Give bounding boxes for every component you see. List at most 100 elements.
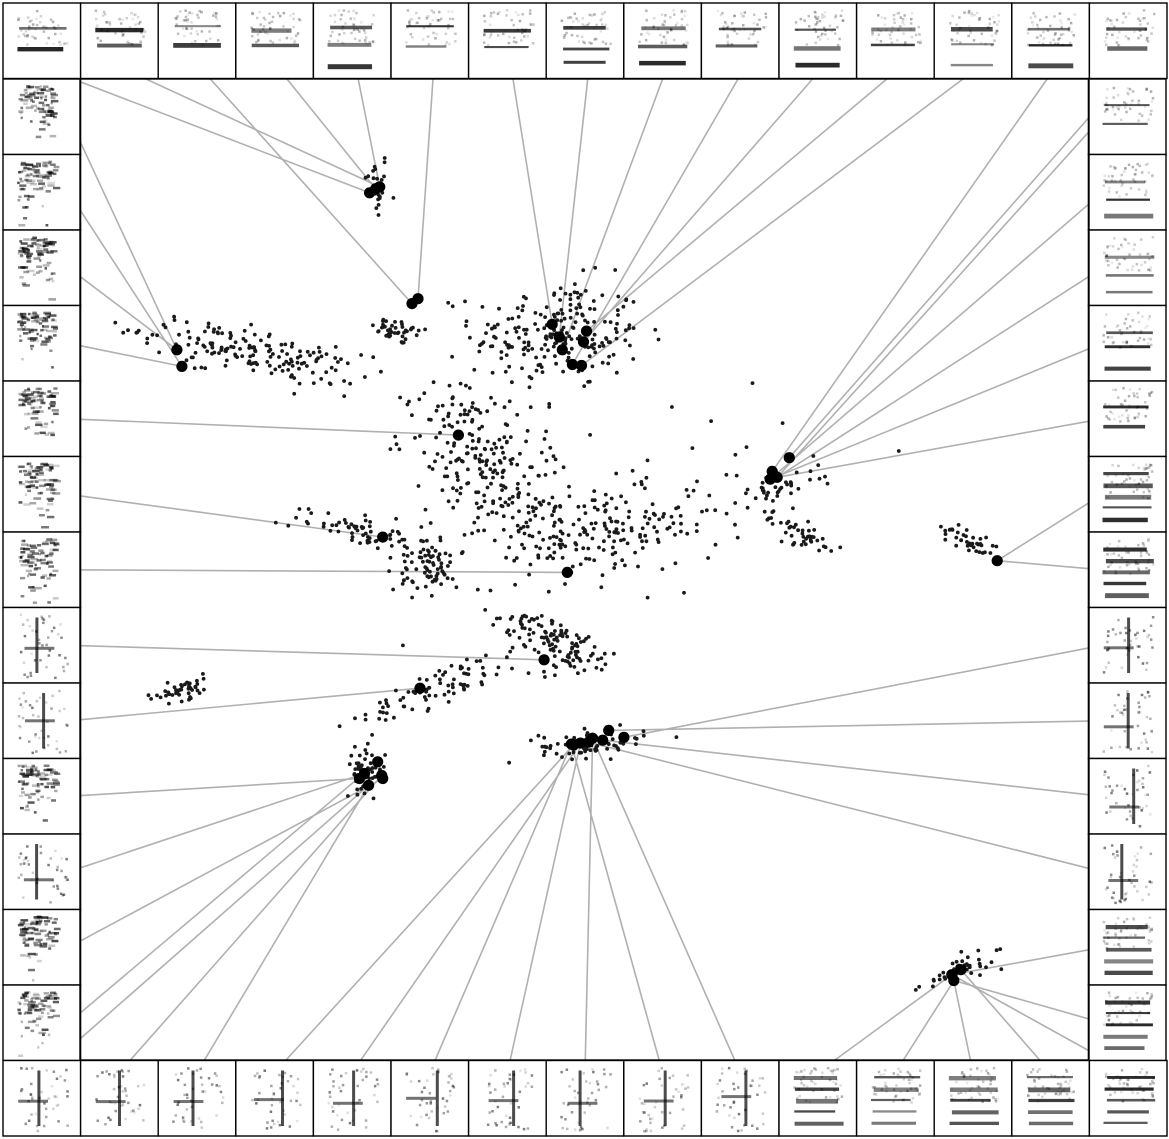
spectrogram-speckle <box>1128 997 1131 1001</box>
spectrogram-speckle <box>355 11 358 15</box>
spectrogram-speckle <box>1138 387 1141 391</box>
spectrogram-speckle <box>1149 266 1153 269</box>
spectrogram-speckle <box>44 241 52 244</box>
scatter-point <box>163 689 168 693</box>
scatter-point <box>187 335 192 340</box>
spectrogram-speckle <box>447 23 450 27</box>
scatter-point <box>652 525 657 530</box>
spectrogram-speckle <box>1133 173 1136 176</box>
spectrogram-speckle <box>23 89 28 92</box>
spectrogram-speckle <box>1136 927 1139 930</box>
spectrogram-speckle <box>20 547 26 550</box>
leader-line <box>894 969 962 1073</box>
spectrogram-speckle <box>799 1078 803 1082</box>
spectrogram-speckle <box>492 11 496 14</box>
scatter-point <box>766 490 770 495</box>
spectrogram-speckle <box>1149 337 1153 341</box>
spectrogram-speckle <box>38 478 46 482</box>
spectrogram-speckle <box>1143 468 1146 471</box>
spectrogram-speckle <box>36 88 39 92</box>
spectrogram-speckle <box>1131 1011 1134 1014</box>
spectrogram-speckle <box>661 23 664 26</box>
spectrogram-speckle <box>27 462 32 465</box>
thumbnail-background <box>1088 154 1166 230</box>
spectrogram-speckle <box>1125 792 1129 795</box>
scatter-point <box>370 733 374 737</box>
spectrogram-speckle <box>645 31 649 34</box>
scatter-point <box>631 357 636 361</box>
scatter-point <box>779 520 783 525</box>
scatter-point <box>562 316 567 321</box>
spectrogram-speckle <box>1135 1019 1138 1022</box>
spectrogram-speckle <box>1147 1011 1150 1015</box>
scatter-point <box>977 957 981 962</box>
spectrogram-speckle <box>488 1082 491 1086</box>
scatter-point <box>393 320 397 324</box>
spectrogram-speckle <box>1127 37 1131 41</box>
scatter-point <box>587 557 592 561</box>
spectrogram-speckle <box>22 315 27 318</box>
spectrogram-speckle <box>597 1088 600 1092</box>
spectrogram-speckle <box>37 921 42 924</box>
scatter-point <box>465 444 470 449</box>
scatter-point <box>546 546 551 551</box>
spectrogram-speckle <box>28 97 33 100</box>
scatter-point <box>206 325 211 329</box>
spectrogram-speckle <box>609 1073 612 1076</box>
spectrogram-speckle <box>1119 1021 1122 1025</box>
scatter-point <box>485 485 490 490</box>
scatter-point <box>527 481 531 486</box>
spectrogram-speckle <box>487 43 490 47</box>
spectrogram-thumbnail <box>700 1059 780 1137</box>
scatter-point <box>661 515 665 519</box>
scatter-point <box>403 337 408 342</box>
spectrogram-band <box>1105 1000 1151 1005</box>
spectrogram-speckle <box>1115 106 1119 109</box>
spectrogram-speckle <box>1115 191 1118 194</box>
spectrogram-speckle <box>1103 846 1106 850</box>
spectrogram-speckle <box>50 769 57 772</box>
scatter-point <box>386 704 390 708</box>
scatter-point <box>753 496 758 501</box>
spectrogram-speckle <box>1149 717 1152 720</box>
spectrogram-speckle <box>561 1126 564 1130</box>
scatter-point <box>593 265 598 270</box>
spectrogram-speckle <box>48 298 56 301</box>
thumbnail-background <box>3 758 81 834</box>
spectrogram-speckle <box>984 42 987 46</box>
scatter-point <box>233 340 238 345</box>
spectrogram-speckle <box>1151 1080 1154 1083</box>
scatter-point <box>558 545 563 550</box>
spectrogram-speckle <box>44 174 52 177</box>
spectrogram-speckle <box>54 27 57 30</box>
spectrogram-speckle <box>50 497 54 500</box>
spectrogram-speckle <box>896 1073 900 1076</box>
spectrogram-speckle <box>1102 750 1105 753</box>
spectrogram-speckle <box>34 315 39 319</box>
spectrogram-speckle <box>1134 561 1138 565</box>
spectrogram-speckle <box>828 24 832 28</box>
spectrogram-speckle <box>756 23 759 26</box>
spectrogram-speckle <box>134 13 137 17</box>
spectrogram-band <box>949 1087 998 1092</box>
spectrogram-speckle <box>31 996 40 1000</box>
scatter-point <box>745 505 750 510</box>
spectrogram-band <box>794 1121 844 1126</box>
scatter-point <box>499 350 504 354</box>
scatter-point <box>452 677 456 682</box>
scatter-point <box>604 501 609 506</box>
scatter-point <box>534 506 538 511</box>
scatter-point <box>355 792 360 797</box>
spectrogram-band <box>1105 1012 1151 1015</box>
spectrogram-speckle <box>18 794 24 798</box>
spectrogram-speckle <box>908 1072 911 1075</box>
spectrogram-speckle <box>26 16 30 19</box>
spectrogram-speckle <box>1147 489 1151 493</box>
spectrogram-speckle <box>1062 1075 1065 1078</box>
spectrogram-speckle <box>884 1084 887 1087</box>
spectrogram-band <box>721 1095 752 1099</box>
spectrogram-speckle <box>62 665 65 669</box>
spectrogram-speckle <box>1052 38 1055 42</box>
spectrogram-speckle <box>510 18 513 22</box>
scatter-point <box>468 335 472 340</box>
